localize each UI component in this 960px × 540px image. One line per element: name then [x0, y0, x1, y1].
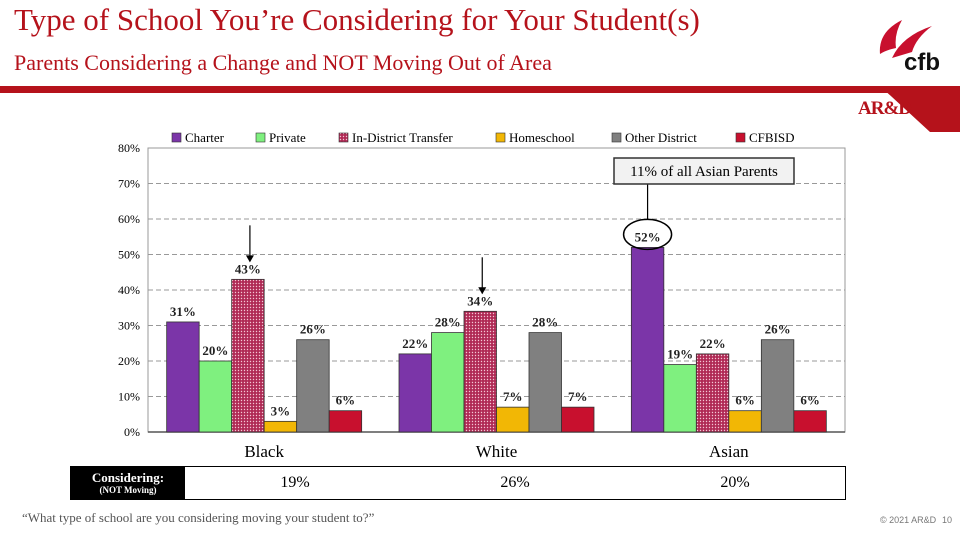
survey-question: “What type of school are you considering…	[22, 510, 375, 525]
header-red-band	[0, 86, 905, 93]
legend-entry: CFBISD	[749, 130, 795, 145]
legend-swatch	[171, 132, 182, 143]
bar-white-charter	[398, 353, 432, 433]
bar-asian-private	[663, 364, 697, 433]
legend-swatch	[495, 132, 506, 143]
data-label: 3%	[271, 403, 291, 418]
considering-table: Considering: (NOT Moving) 19% 26% 20%	[70, 466, 846, 500]
copyright: © 2021 AR&D	[880, 515, 937, 525]
data-label: 6%	[336, 393, 356, 408]
legend-swatch	[255, 132, 266, 143]
bar-asian-homeschool	[728, 410, 762, 433]
data-label: 7%	[568, 389, 588, 404]
legend-swatch	[611, 132, 622, 143]
bar-asian-cfbisd	[793, 410, 827, 433]
data-label: 28%	[435, 315, 461, 330]
bar-black-private	[198, 360, 233, 433]
legend-swatch	[338, 132, 349, 143]
callout-box	[613, 157, 795, 185]
data-label: 52%	[635, 229, 661, 244]
cfb-logo-text: cfb	[904, 49, 940, 74]
data-label: 7%	[503, 389, 523, 404]
data-label: 31%	[170, 304, 196, 319]
y-tick-label: 0%	[124, 425, 140, 439]
bar-asian-other-district	[760, 339, 795, 433]
callout-text: 11% of all Asian Parents	[630, 164, 778, 180]
data-label: 22%	[402, 336, 428, 351]
legend-entry: Charter	[185, 130, 225, 145]
data-label: 43%	[235, 261, 261, 276]
bar-black-charter	[166, 321, 200, 433]
cfb-logo: cfb	[879, 20, 940, 74]
legend-entry: Other District	[625, 130, 697, 145]
arrow-head	[245, 255, 254, 263]
data-label: 34%	[467, 293, 493, 308]
considering-value-white: 26%	[500, 474, 530, 491]
y-tick-label: 10%	[118, 390, 140, 404]
bar-black-other-district	[296, 339, 330, 433]
data-label: 26%	[300, 322, 326, 337]
y-tick-label: 40%	[118, 283, 140, 297]
bar-white-homeschool	[496, 406, 530, 433]
legend-swatch	[735, 132, 746, 143]
data-label: 26%	[765, 322, 791, 337]
data-label: 28%	[532, 315, 558, 330]
bar-asian-charter	[630, 246, 665, 433]
considering-value-asian: 20%	[720, 474, 750, 491]
y-tick-label: 20%	[118, 354, 140, 368]
considering-value-black: 19%	[280, 474, 310, 491]
data-label: 19%	[667, 347, 693, 362]
arrow-head	[478, 287, 487, 295]
y-tick-label: 50%	[118, 248, 140, 262]
y-tick-label: 70%	[118, 177, 140, 191]
bar-black-homeschool	[263, 420, 298, 433]
y-tick-label: 30%	[118, 319, 140, 333]
x-tick-label: White	[476, 442, 518, 461]
bar-black-in-district-transfer	[231, 278, 265, 433]
considering-header: Considering: (NOT Moving)	[71, 467, 185, 499]
bar-asian-in-district-transfer	[695, 353, 730, 433]
data-label: 22%	[700, 336, 726, 351]
page-number: 10	[942, 515, 953, 525]
bar-white-private	[431, 332, 465, 433]
y-tick-label: 60%	[118, 212, 140, 226]
bar-white-other-district	[528, 332, 562, 433]
bar-white-in-district-transfer	[463, 310, 497, 433]
data-label: 6%	[735, 393, 755, 408]
legend-entry: Private	[269, 130, 306, 145]
considering-header-sublabel: (NOT Moving)	[99, 485, 157, 495]
x-tick-label: Black	[244, 442, 284, 461]
legend-entry: In-District Transfer	[352, 130, 453, 145]
subtitle: Parents Considering a Change and NOT Mov…	[14, 50, 552, 75]
title: Type of School You’re Considering for Yo…	[14, 2, 700, 37]
ard-logo: AR&D	[858, 98, 912, 119]
considering-header-label: Considering:	[91, 470, 165, 485]
bar-white-cfbisd	[561, 406, 595, 433]
data-label: 20%	[202, 343, 228, 358]
data-label: 6%	[800, 393, 820, 408]
bar-black-cfbisd	[328, 410, 363, 433]
x-tick-label: Asian	[709, 442, 749, 461]
y-tick-label: 80%	[118, 141, 140, 155]
legend-entry: Homeschool	[509, 130, 575, 145]
